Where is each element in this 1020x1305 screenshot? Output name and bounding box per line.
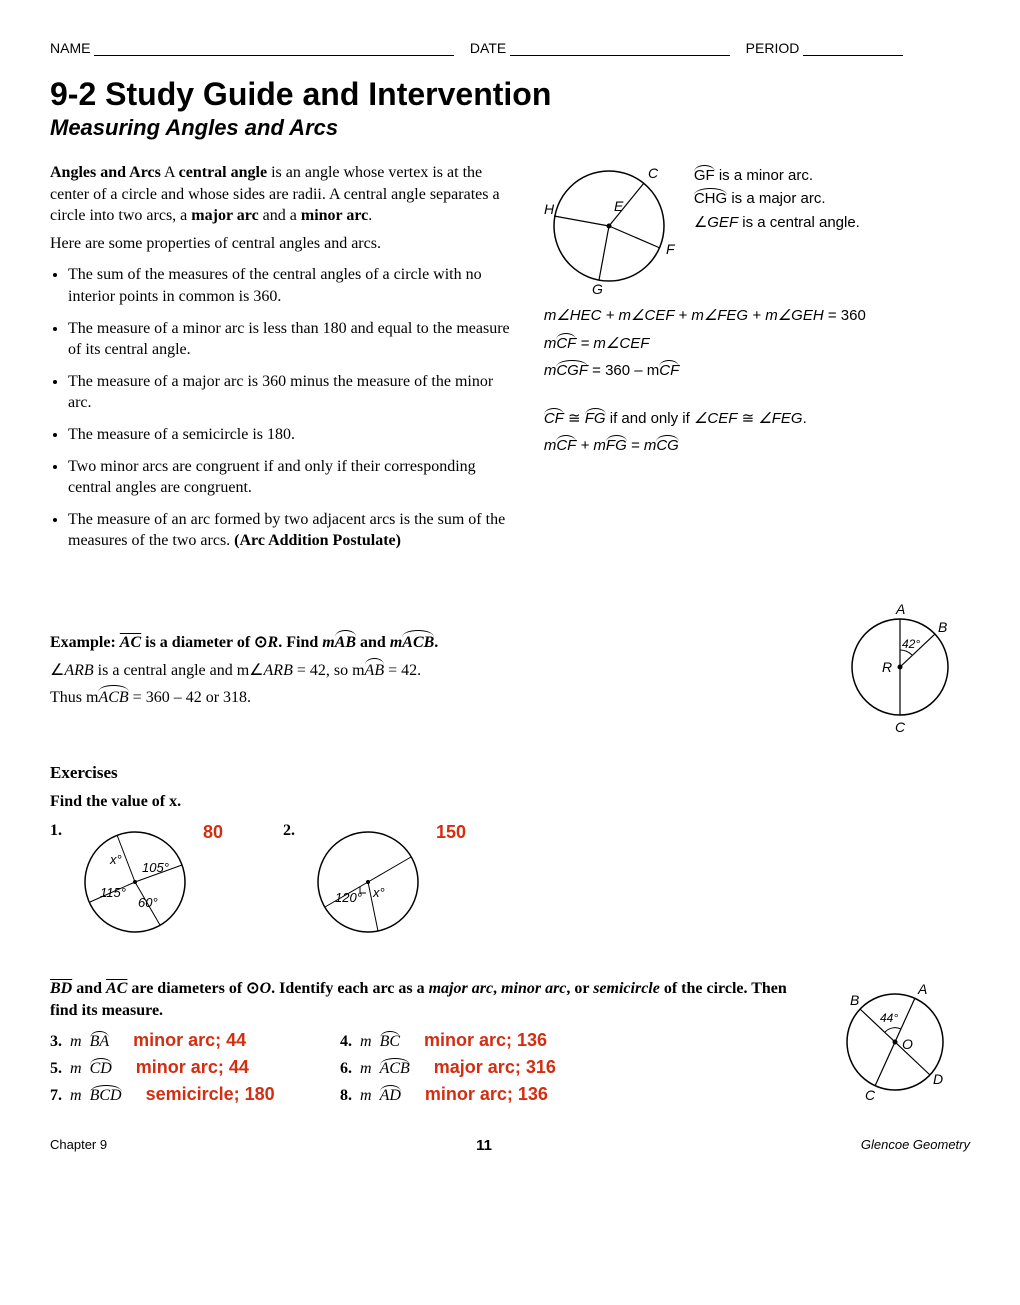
svg-text:44°: 44° [880,1011,898,1025]
diagram-3: A B C D O 44° [830,972,970,1112]
answer-1: 80 [203,822,223,843]
bullet-4: The measure of a semicircle is 180. [68,424,519,446]
svg-text:x°: x° [372,885,385,900]
svg-text:60°: 60° [138,895,158,910]
svg-text:E: E [614,198,624,214]
footer-left: Chapter 9 [50,1137,107,1154]
equation-5: mCF + mFG = mCG [544,437,970,454]
bullet-5: Two minor arcs are congruent if and only… [68,456,519,499]
svg-text:O: O [902,1036,913,1052]
svg-text:115°: 115° [100,885,126,900]
period-label: PERIOD [746,40,800,56]
equation-4: CF ≅ FG if and only if CEF ≅ FEG. [544,409,970,427]
answers-grid: 3. mBA minor arc; 44 4. mBC minor arc; 1… [50,1030,810,1105]
bullet-6: The measure of an arc formed by two adja… [68,509,519,552]
svg-text:R: R [882,659,892,675]
name-label: NAME [50,40,90,56]
svg-text:42°: 42° [902,637,920,651]
svg-text:B: B [850,992,859,1008]
left-column: Angles and Arcs A central angle is an an… [50,156,519,562]
intro-lead: Angles and Arcs [50,164,161,181]
right-column: C E H F G GF is a minor arc. CHG is a ma… [544,156,970,562]
answer-2: 150 [436,822,466,843]
props-intro: Here are some properties of central angl… [50,233,519,255]
find-x-instruction: Find the value of x. [50,791,970,813]
bullet-2: The measure of a minor arc is less than … [68,318,519,361]
worksheet-header: NAME DATE PERIOD [50,40,970,56]
properties-list: The sum of the measures of the central a… [50,264,519,552]
page-title: 9-2 Study Guide and Intervention [50,76,970,113]
example-heading: Example: AC is a diameter of ⊙R. Find mA… [50,632,800,654]
section2-instruction: BD and AC are diameters of ⊙O. Identify … [50,978,810,1021]
svg-text:A: A [917,981,927,997]
svg-text:105°: 105° [142,860,169,875]
svg-text:120°: 120° [335,890,362,905]
svg-text:C: C [865,1087,876,1103]
footer-page-number: 11 [476,1137,492,1154]
svg-text:C: C [648,165,659,181]
exercise-1: 1. x° 105° 60° 115° 80 [50,822,223,942]
svg-text:G: G [592,281,603,297]
svg-text:x°: x° [109,852,122,867]
example-line-1: ARB is a central angle and mARB = 42, so… [50,660,800,682]
svg-text:B: B [938,619,947,635]
page-footer: Chapter 9 11 Glencoe Geometry [50,1137,970,1154]
svg-text:F: F [666,241,676,257]
svg-text:A: A [895,601,905,617]
svg-text:C: C [895,719,906,735]
equation-3: mCGF = 360 – mCF [544,362,970,379]
equation-2: mCF = mCEF [544,334,970,352]
date-label: DATE [470,40,506,56]
intro-paragraph: Angles and Arcs A central angle is an an… [50,162,519,227]
bullet-1: The sum of the measures of the central a… [68,264,519,307]
svg-text:D: D [933,1071,943,1087]
exercise-2: 2. 120° x° 150 [283,822,466,942]
exercises-heading: Exercises [50,762,970,785]
bullet-3: The measure of a major arc is 360 minus … [68,371,519,414]
circle-diagram-1: C E H F G [544,156,684,296]
svg-text:H: H [544,201,555,217]
footer-right: Glencoe Geometry [861,1137,970,1154]
page-subtitle: Measuring Angles and Arcs [50,115,970,141]
example-circle-diagram: A B R C 42° [840,592,970,742]
example-line-2: Thus mACB = 360 – 42 or 318. [50,687,800,709]
equation-1: mHEC + mCEF + mFEG + mGEH = 360 [544,306,970,324]
